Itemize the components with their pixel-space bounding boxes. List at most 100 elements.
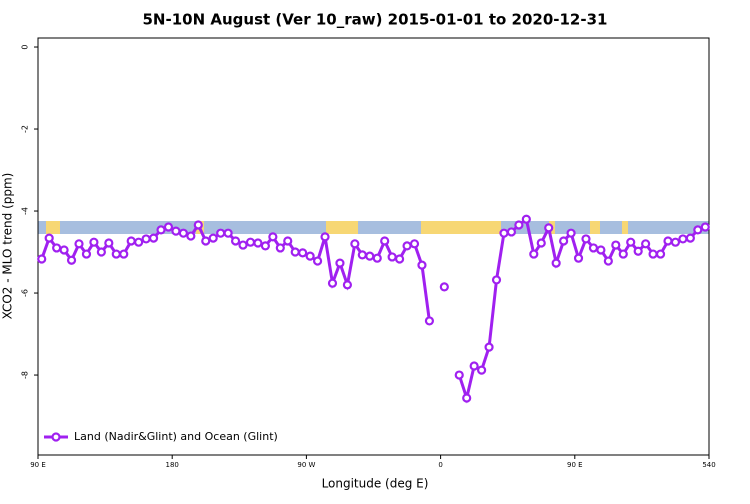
- x-tick-label: 90 W: [297, 461, 315, 469]
- data-point: [52, 243, 62, 253]
- data-point: [559, 236, 569, 246]
- data-point: [141, 234, 151, 244]
- data-point: [633, 246, 643, 256]
- data-point: [626, 237, 636, 247]
- data-point: [253, 238, 263, 248]
- data-point: [529, 249, 539, 259]
- data-point: [506, 227, 517, 237]
- data-point: [283, 236, 293, 246]
- data-point: [611, 240, 621, 250]
- data-point: [148, 233, 159, 243]
- data-point: [365, 251, 375, 261]
- data-point: [462, 393, 472, 403]
- data-point: [670, 237, 681, 247]
- data-point: [81, 249, 92, 259]
- data-point: [536, 238, 546, 248]
- data-point: [44, 233, 54, 243]
- land-patch: [622, 221, 628, 234]
- data-point: [290, 247, 300, 257]
- y-tick-label: 0: [21, 44, 30, 49]
- data-point: [380, 236, 390, 246]
- data-point: [104, 238, 114, 248]
- chart-title: 5N-10N August (Ver 10_raw) 2015-01-01 to…: [143, 11, 608, 29]
- data-point: [59, 245, 69, 255]
- data-point: [201, 236, 211, 246]
- series-line: [40, 216, 706, 404]
- data-point: [223, 228, 233, 238]
- land-ocean-band: [38, 221, 709, 234]
- data-point: [230, 236, 241, 246]
- data-point: [700, 222, 710, 232]
- data-point: [693, 225, 703, 235]
- data-point: [551, 258, 561, 268]
- data-point: [409, 239, 420, 249]
- legend-label: Land (Nadir&Glint) and Ocean (Glint): [74, 430, 278, 443]
- data-point: [216, 228, 226, 238]
- data-point: [618, 249, 628, 259]
- data-point: [111, 249, 121, 259]
- y-tick-label: -6: [21, 289, 30, 297]
- data-point: [439, 282, 449, 292]
- y-tick-label: -4: [21, 207, 30, 215]
- data-point: [499, 228, 509, 238]
- y-tick-label: -2: [21, 125, 30, 133]
- x-tick-label: 180: [166, 461, 179, 469]
- data-point: [156, 225, 166, 235]
- data-point: [193, 220, 203, 230]
- data-point: [312, 256, 323, 266]
- data-point: [521, 214, 531, 224]
- data-point: [387, 252, 397, 262]
- data-point: [298, 248, 308, 258]
- data-point: [119, 249, 129, 259]
- data-point: [342, 280, 353, 290]
- data-point: [394, 254, 405, 264]
- data-point: [402, 241, 412, 251]
- data-point: [238, 240, 248, 250]
- data-point: [424, 316, 435, 326]
- data-point: [514, 220, 524, 230]
- data-point: [171, 226, 181, 236]
- data-point: [603, 256, 613, 266]
- data-point: [648, 249, 658, 259]
- data-point: [163, 222, 174, 232]
- x-axis-label: Longitude (deg E): [322, 477, 429, 491]
- data-point: [477, 365, 487, 375]
- data-point: [454, 370, 464, 380]
- plot-frame: [37, 37, 710, 456]
- y-axis-label: XCO2 - MLO trend (ppm): [1, 173, 15, 320]
- data-point: [350, 239, 360, 249]
- data-point: [245, 237, 256, 247]
- land-patch: [46, 221, 60, 234]
- data-point: [335, 258, 345, 268]
- data-point: [372, 253, 382, 263]
- x-tick-label: 90 E: [567, 461, 583, 469]
- data-point: [260, 241, 270, 251]
- data-point: [663, 236, 673, 246]
- y-tick-label: -8: [21, 371, 30, 379]
- land-patch: [326, 221, 358, 234]
- x-tick-label: 90 E: [30, 461, 46, 469]
- data-point: [37, 254, 47, 264]
- data-point: [178, 228, 188, 238]
- data-point: [655, 249, 666, 259]
- data-point: [134, 237, 144, 247]
- data-point: [566, 228, 576, 238]
- data-point: [544, 223, 554, 233]
- data-point: [186, 231, 196, 241]
- x-tick-label: 540: [702, 461, 715, 469]
- data-point: [74, 239, 84, 249]
- data-point: [320, 232, 330, 242]
- data-point: [581, 234, 591, 244]
- data-point: [126, 236, 136, 246]
- land-patch: [590, 221, 600, 234]
- ocean-band: [38, 221, 709, 234]
- data-point: [66, 255, 77, 265]
- x-tick-label: 0: [438, 461, 442, 469]
- data-point: [417, 260, 427, 270]
- legend-marker: [51, 432, 61, 442]
- data-point: [685, 233, 695, 243]
- data-point: [484, 342, 494, 352]
- land-patch: [421, 221, 501, 234]
- data-point: [89, 237, 99, 247]
- data-point: [641, 239, 651, 249]
